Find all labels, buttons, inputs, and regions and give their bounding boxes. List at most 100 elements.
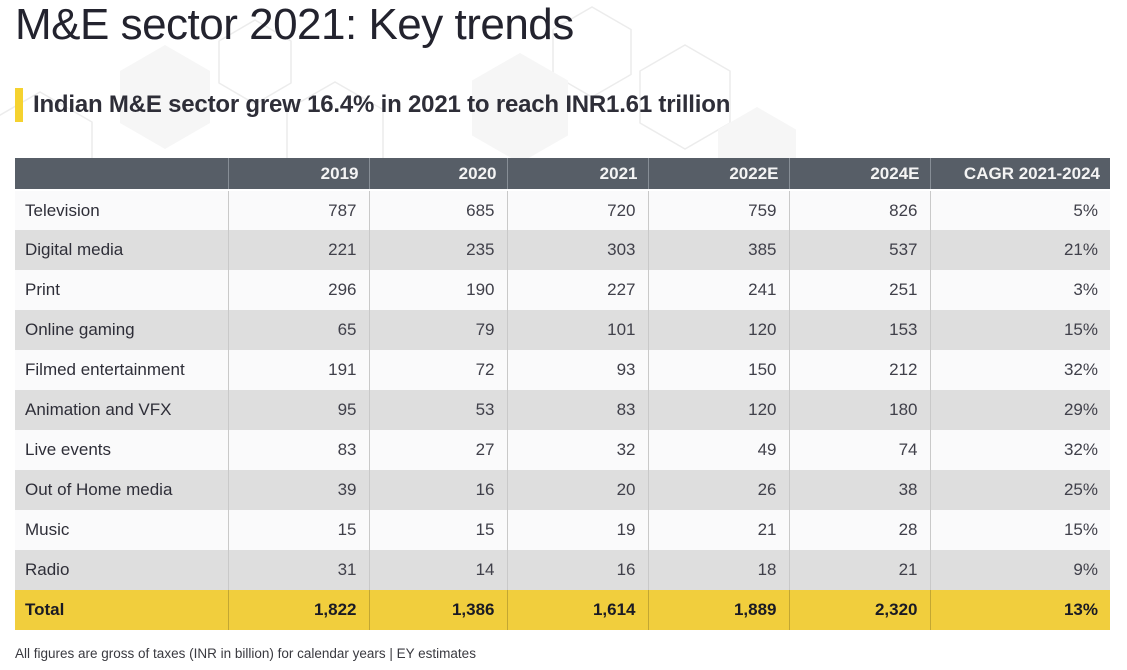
row-label: Animation and VFX (15, 390, 228, 430)
row-label: Print (15, 270, 228, 310)
cell-2021: 93 (506, 350, 648, 390)
cell-cagr: 32% (929, 350, 1110, 390)
cell-2020: 27 (368, 430, 507, 470)
cell-cagr: 3% (929, 270, 1110, 310)
cell-2024e: 212 (788, 350, 930, 390)
footnote: All figures are gross of taxes (INR in b… (15, 646, 476, 661)
header-2019: 2019 (227, 158, 369, 191)
cell-2024e: 74 (788, 430, 930, 470)
header-cagr: CAGR 2021-2024 (929, 158, 1110, 191)
cell-2022e: 21 (647, 510, 789, 550)
cell-cagr: 15% (929, 310, 1110, 350)
cell-2020: 235 (368, 230, 507, 270)
row-label: Digital media (15, 230, 228, 270)
cell-2022e: 150 (647, 350, 789, 390)
cell-2021: 1,614 (506, 590, 648, 630)
cell-2021: 16 (506, 550, 648, 590)
subtitle-block: Indian M&E sector grew 16.4% in 2021 to … (15, 88, 730, 122)
cell-2021: 227 (506, 270, 648, 310)
cell-2022e: 26 (647, 470, 789, 510)
cell-2022e: 49 (647, 430, 789, 470)
cell-cagr: 15% (929, 510, 1110, 550)
cell-2020: 15 (368, 510, 507, 550)
table-header-row: 2019 2020 2021 2022E 2024E CAGR 2021-202… (15, 158, 1110, 191)
cell-2022e: 385 (647, 230, 789, 270)
subtitle-text: Indian M&E sector grew 16.4% in 2021 to … (33, 91, 731, 118)
cell-2022e: 120 (647, 390, 789, 430)
cell-2022e: 18 (647, 550, 789, 590)
cell-2024e: 153 (788, 310, 930, 350)
cell-2021: 32 (506, 430, 648, 470)
table-row: Television 787 685 720 759 826 5% (15, 190, 1110, 230)
row-label: Television (15, 190, 228, 230)
cell-2024e: 537 (788, 230, 930, 270)
me-sector-table: 2019 2020 2021 2022E 2024E CAGR 2021-202… (15, 158, 1110, 630)
cell-cagr: 29% (929, 390, 1110, 430)
cell-2020: 16 (368, 470, 507, 510)
cell-2022e: 120 (647, 310, 789, 350)
cell-2020: 53 (368, 390, 507, 430)
cell-2019: 15 (227, 510, 369, 550)
cell-2021: 83 (506, 390, 648, 430)
cell-2020: 79 (368, 310, 507, 350)
row-label: Total (15, 590, 228, 630)
cell-cagr: 32% (929, 430, 1110, 470)
row-label: Online gaming (15, 310, 228, 350)
table-row: Live events 83 27 32 49 74 32% (15, 430, 1110, 470)
header-2022e: 2022E (647, 158, 789, 191)
cell-2024e: 2,320 (788, 590, 930, 630)
header-2021: 2021 (506, 158, 648, 191)
row-label: Music (15, 510, 228, 550)
header-segment (15, 158, 228, 191)
header-2020: 2020 (368, 158, 507, 191)
cell-2019: 787 (227, 190, 369, 230)
page-title: M&E sector 2021: Key trends (15, 0, 574, 49)
cell-2019: 31 (227, 550, 369, 590)
cell-2019: 83 (227, 430, 369, 470)
cell-2022e: 1,889 (647, 590, 789, 630)
cell-2022e: 241 (647, 270, 789, 310)
cell-2021: 720 (506, 190, 648, 230)
cell-2020: 190 (368, 270, 507, 310)
table-total-row: Total 1,822 1,386 1,614 1,889 2,320 13% (15, 590, 1110, 630)
table-row: Filmed entertainment 191 72 93 150 212 32% (15, 350, 1110, 390)
cell-cagr: 13% (929, 590, 1110, 630)
table-row: Radio 31 14 16 18 21 9% (15, 550, 1110, 590)
cell-cagr: 21% (929, 230, 1110, 270)
table-row: Digital media 221 235 303 385 537 21% (15, 230, 1110, 270)
row-label: Radio (15, 550, 228, 590)
cell-cagr: 25% (929, 470, 1110, 510)
cell-2019: 65 (227, 310, 369, 350)
cell-2019: 221 (227, 230, 369, 270)
cell-2021: 19 (506, 510, 648, 550)
row-label: Out of Home media (15, 470, 228, 510)
cell-2019: 191 (227, 350, 369, 390)
table-row: Print 296 190 227 241 251 3% (15, 270, 1110, 310)
cell-2020: 14 (368, 550, 507, 590)
cell-2024e: 826 (788, 190, 930, 230)
cell-2019: 39 (227, 470, 369, 510)
cell-2019: 1,822 (227, 590, 369, 630)
row-label: Filmed entertainment (15, 350, 228, 390)
table-row: Online gaming 65 79 101 120 153 15% (15, 310, 1110, 350)
table-row: Out of Home media 39 16 20 26 38 25% (15, 470, 1110, 510)
cell-2021: 101 (506, 310, 648, 350)
header-2024e: 2024E (788, 158, 930, 191)
cell-2022e: 759 (647, 190, 789, 230)
cell-2021: 20 (506, 470, 648, 510)
cell-2024e: 180 (788, 390, 930, 430)
table-row: Animation and VFX 95 53 83 120 180 29% (15, 390, 1110, 430)
cell-2019: 296 (227, 270, 369, 310)
cell-2024e: 21 (788, 550, 930, 590)
cell-cagr: 5% (929, 190, 1110, 230)
cell-2024e: 251 (788, 270, 930, 310)
cell-2024e: 28 (788, 510, 930, 550)
cell-2019: 95 (227, 390, 369, 430)
yellow-accent-bar (15, 88, 23, 122)
cell-2021: 303 (506, 230, 648, 270)
cell-2020: 72 (368, 350, 507, 390)
cell-2024e: 38 (788, 470, 930, 510)
table-row: Music 15 15 19 21 28 15% (15, 510, 1110, 550)
row-label: Live events (15, 430, 228, 470)
cell-2020: 1,386 (368, 590, 507, 630)
